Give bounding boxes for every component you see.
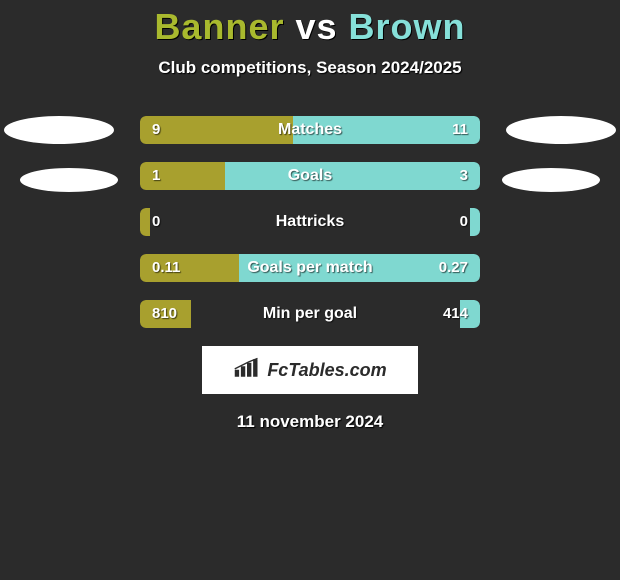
stat-row: 0.110.27Goals per match bbox=[140, 254, 480, 282]
stat-row: 13Goals bbox=[140, 162, 480, 190]
stat-value-left: 810 bbox=[140, 300, 189, 328]
stat-value-right: 3 bbox=[448, 162, 480, 190]
stat-value-right: 0.27 bbox=[427, 254, 480, 282]
stat-bar-right bbox=[225, 162, 480, 190]
subtitle: Club competitions, Season 2024/2025 bbox=[0, 58, 620, 78]
page-title: Banner vs Brown bbox=[0, 0, 620, 48]
brand-box: FcTables.com bbox=[202, 346, 418, 394]
brand-text: FcTables.com bbox=[267, 360, 386, 381]
stat-label: Hattricks bbox=[140, 208, 480, 236]
stat-value-right: 11 bbox=[440, 116, 480, 144]
player2-badge-placeholder-2 bbox=[502, 168, 600, 192]
stat-value-right: 414 bbox=[431, 300, 480, 328]
chart-rows: 911Matches13Goals00Hattricks0.110.27Goal… bbox=[0, 116, 620, 328]
date-text: 11 november 2024 bbox=[0, 412, 620, 432]
stat-row: 911Matches bbox=[140, 116, 480, 144]
player1-name: Banner bbox=[154, 6, 284, 47]
stat-value-left: 9 bbox=[140, 116, 172, 144]
player2-name: Brown bbox=[349, 6, 466, 47]
vs-text: vs bbox=[295, 6, 337, 47]
page-root: Banner vs Brown Club competitions, Seaso… bbox=[0, 0, 620, 580]
stat-value-left: 1 bbox=[140, 162, 172, 190]
comparison-chart: 911Matches13Goals00Hattricks0.110.27Goal… bbox=[0, 116, 620, 328]
player1-badge-placeholder bbox=[4, 116, 114, 144]
player2-badge-placeholder bbox=[506, 116, 616, 144]
stat-row: 0 0Hattricks bbox=[140, 208, 480, 236]
chart-icon bbox=[233, 357, 261, 384]
stat-label: Min per goal bbox=[140, 300, 480, 328]
player1-badge-placeholder-2 bbox=[20, 168, 118, 192]
stat-row: 810 414Min per goal bbox=[140, 300, 480, 328]
stat-value-left: 0 bbox=[140, 208, 172, 236]
stat-value-left: 0.11 bbox=[140, 254, 192, 282]
stat-value-right: 0 bbox=[448, 208, 480, 236]
